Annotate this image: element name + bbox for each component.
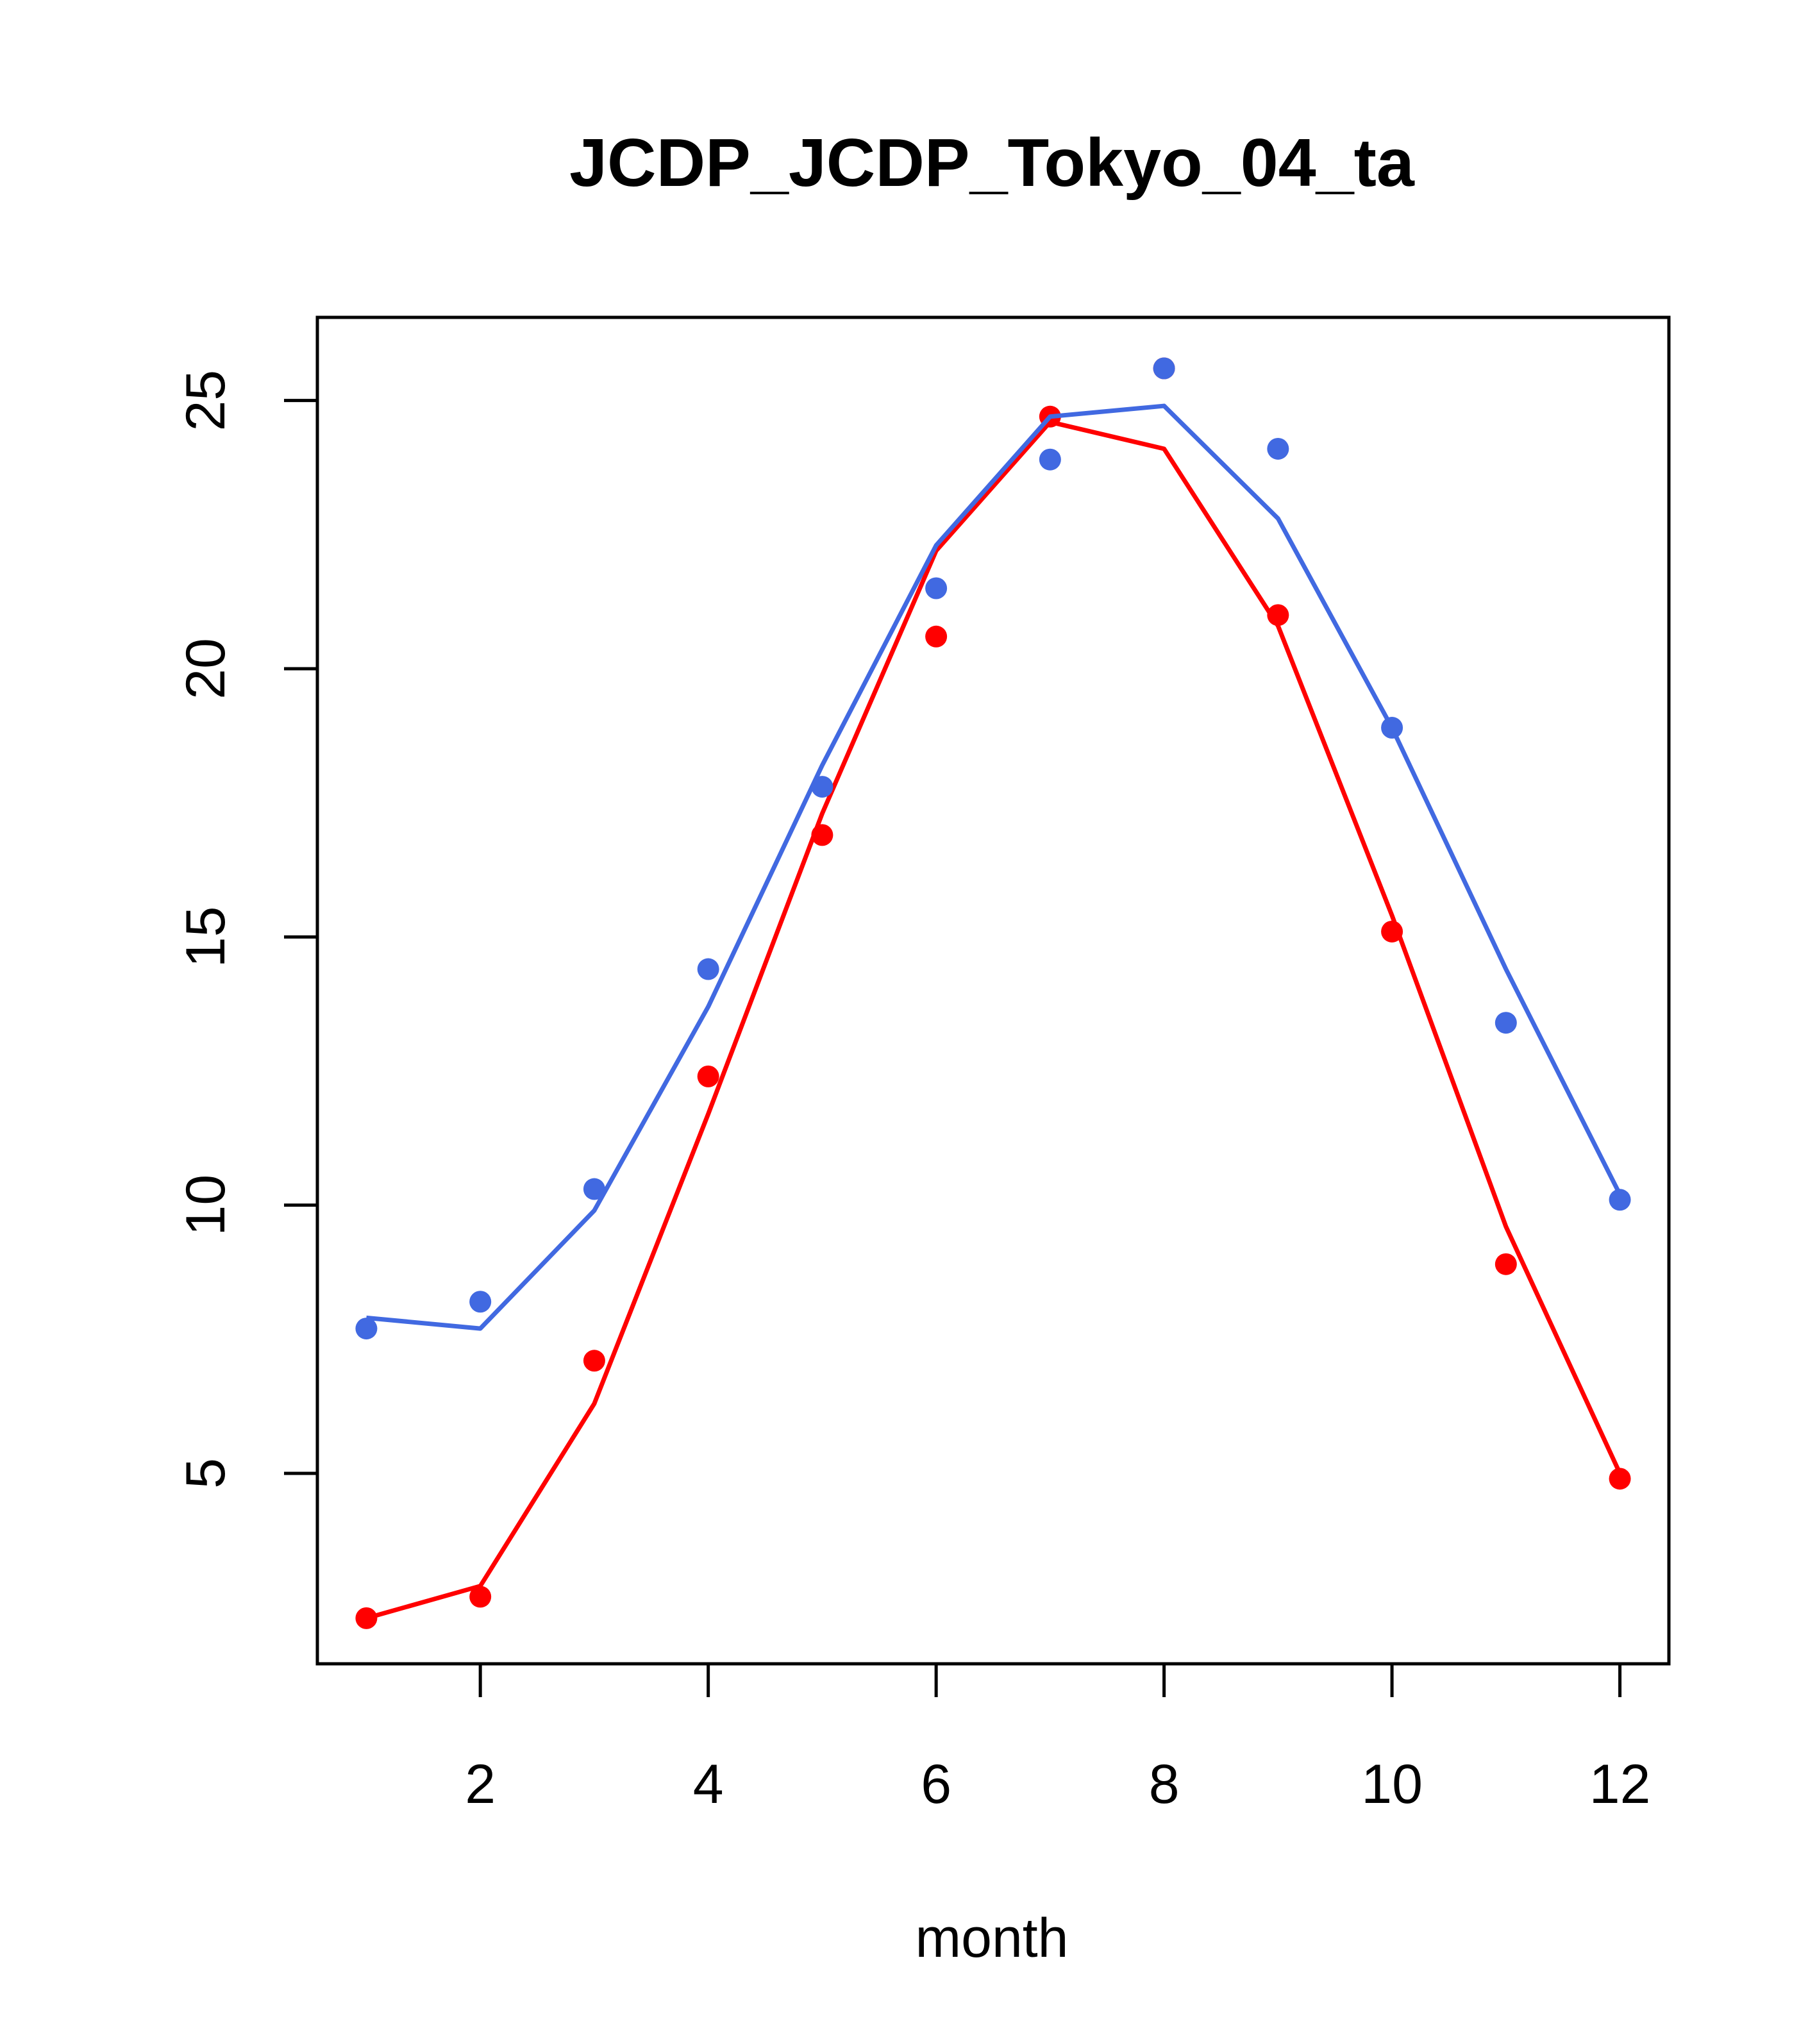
series-1-point (811, 824, 833, 846)
x-tick-label: 10 (1361, 1754, 1423, 1815)
series-layer (355, 357, 1631, 1629)
series-2-point (469, 1291, 492, 1313)
x-tick-label: 4 (693, 1754, 724, 1815)
y-tick-label: 20 (175, 638, 237, 699)
series-2-line (366, 403, 1622, 1331)
series-1-line (365, 419, 1622, 1621)
x-axis: 2 4 6 8 10 12 (465, 1662, 1651, 1815)
series-2-point (1609, 1189, 1631, 1211)
series-1-point (1267, 604, 1289, 626)
series-1-point (355, 1607, 378, 1629)
x-tick-label: 8 (1149, 1754, 1180, 1815)
series-2-point (1267, 437, 1289, 460)
series-2-point (1495, 1012, 1517, 1034)
series-2-point (1381, 717, 1403, 739)
x-tick-label: 2 (465, 1754, 496, 1815)
series-1-point (583, 1350, 605, 1372)
series-2-point (1153, 357, 1175, 380)
series-1-point (697, 1065, 719, 1087)
y-tick-label: 25 (175, 370, 237, 431)
x-axis-label: month (915, 1907, 1068, 1969)
series-1-point (469, 1586, 492, 1608)
series-1-point (1495, 1253, 1517, 1275)
y-tick-label: 15 (175, 906, 237, 968)
series-2-point (583, 1178, 605, 1200)
series-1-point (1381, 920, 1403, 942)
series-2-point (697, 958, 719, 980)
series-1-point (925, 625, 948, 648)
y-tick-label: 5 (175, 1458, 237, 1489)
series-1-point (1609, 1468, 1631, 1490)
y-axis: 5 10 15 20 25 (175, 370, 319, 1489)
chart-title: JCDP_JCDP_Tokyo_04_ta (569, 125, 1415, 201)
series-2-point (1039, 448, 1061, 471)
series-2-point (925, 577, 948, 599)
x-tick-label: 12 (1589, 1754, 1651, 1815)
x-tick-label: 6 (921, 1754, 951, 1815)
series-2-point (355, 1318, 378, 1340)
y-tick-label: 10 (175, 1175, 237, 1236)
series-2-point (811, 776, 833, 798)
